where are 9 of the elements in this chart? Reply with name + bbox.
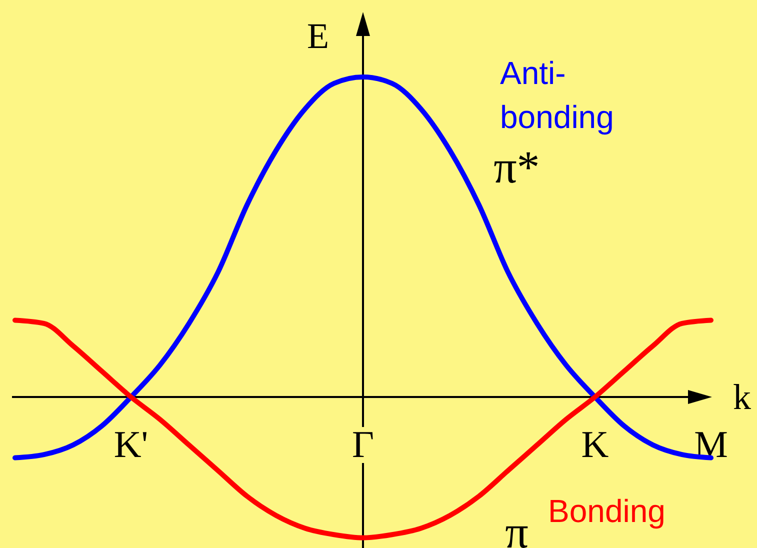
x-tick-label: Γ [352, 424, 374, 466]
annotation: Bonding [548, 493, 666, 529]
y-axis-title: E [307, 16, 329, 56]
x-axis-title: k [733, 377, 751, 417]
x-tick-label: K' [114, 424, 148, 466]
series-label: π* [494, 142, 540, 193]
annotation: Anti- bonding [500, 55, 614, 135]
series-label: π [505, 506, 528, 548]
x-tick-label: K [581, 424, 610, 466]
